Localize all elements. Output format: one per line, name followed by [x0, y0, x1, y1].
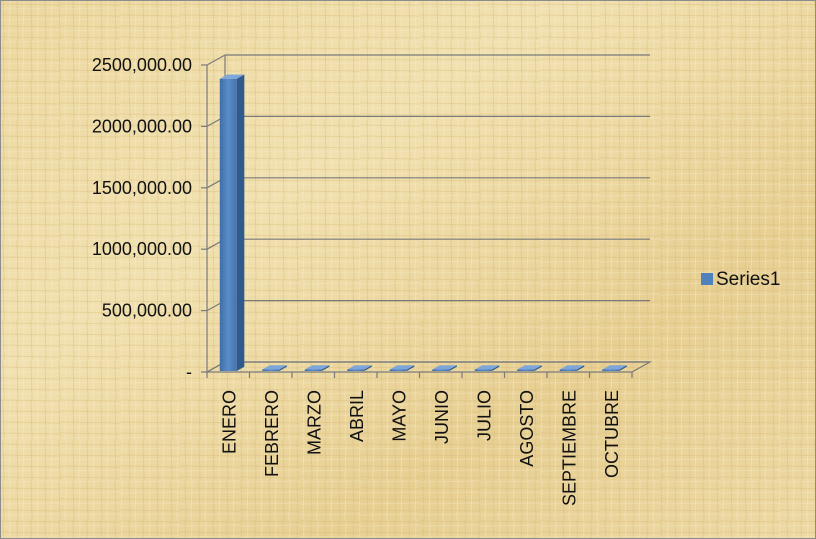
- bar-top: [262, 365, 287, 370]
- bar-octubre: [602, 365, 627, 371]
- bar-febrero: [262, 365, 287, 371]
- bar-side: [576, 365, 585, 371]
- bar-front: [347, 369, 365, 371]
- bar-front: [517, 369, 535, 371]
- bar-agosto: [517, 365, 542, 371]
- bar-front: [559, 369, 577, 371]
- plot-area: - 500,000.00 1000,000.00 1500,000.00 2000,00…: [92, 54, 653, 506]
- bar-top: [517, 365, 542, 370]
- legend-swatch: [701, 273, 713, 285]
- bar-top: [219, 74, 245, 79]
- y-tick-label: 1500,000.00: [92, 178, 192, 198]
- bar-top: [347, 365, 372, 370]
- bar-junio: [432, 365, 457, 371]
- x-tick-label: FEBRERO: [262, 390, 282, 477]
- y-tick-label: 2500,000.00: [92, 55, 192, 75]
- bar-top: [602, 365, 627, 370]
- x-tick-label: MAYO: [389, 390, 409, 442]
- bar-front: [602, 369, 620, 371]
- bar-top: [389, 365, 415, 370]
- y-tick-label: -: [186, 362, 192, 382]
- bar-enero: [219, 74, 245, 372]
- bar-abril: [347, 365, 372, 371]
- bar-mayo: [389, 365, 415, 371]
- x-tick-label: AGOSTO: [517, 390, 537, 467]
- bar-side: [279, 365, 287, 371]
- y-tick-label: 2000,000.00: [92, 116, 192, 136]
- bar-front: [304, 369, 322, 371]
- bar-julio: [474, 365, 500, 371]
- x-tick-label: SEPTIEMBRE: [559, 390, 579, 506]
- bar-front: [219, 78, 237, 372]
- bar-side: [406, 365, 415, 371]
- bar-side: [236, 74, 245, 371]
- bar-front: [262, 369, 280, 371]
- bar-top: [559, 365, 585, 370]
- bar-side: [449, 365, 457, 371]
- x-tick-label: ABRIL: [347, 390, 367, 442]
- bar-top: [432, 365, 457, 370]
- x-tick-label: JUNIO: [432, 390, 452, 444]
- floor: [204, 361, 653, 373]
- x-tick-label: OCTUBRE: [602, 390, 622, 478]
- bar-front: [432, 369, 450, 371]
- x-tick-label: JULIO: [474, 390, 494, 441]
- gridline-side: [206, 54, 226, 66]
- y-tick-label: 500,000.00: [102, 301, 192, 321]
- bar-front: [389, 369, 407, 371]
- x-tick-label: MARZO: [304, 390, 324, 455]
- bar-front: [474, 369, 492, 371]
- y-tick-label: 1000,000.00: [92, 239, 192, 259]
- legend: Series1: [701, 269, 780, 290]
- bar-side: [534, 365, 542, 371]
- bar-top: [474, 365, 500, 370]
- legend-label: Series1: [716, 269, 780, 290]
- x-tick-label: ENERO: [219, 390, 239, 454]
- bar-side: [491, 365, 500, 371]
- bar-septiembre: [559, 365, 585, 371]
- bar-side: [321, 365, 330, 371]
- bar-side: [364, 365, 372, 371]
- bar-side: [619, 365, 627, 371]
- bar-marzo: [304, 365, 330, 371]
- bar-top: [304, 365, 330, 370]
